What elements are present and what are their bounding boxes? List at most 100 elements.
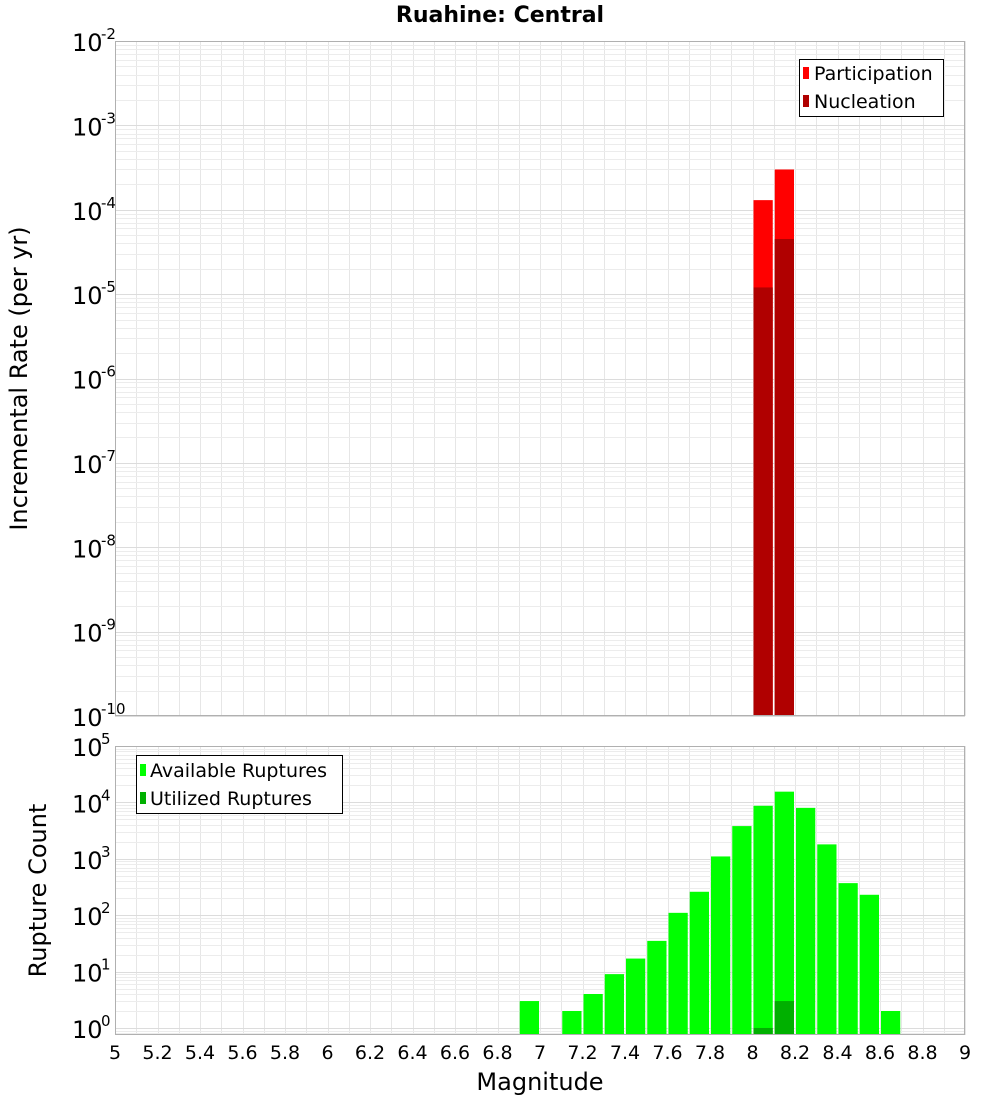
y-tick-label: 10-7 [72, 447, 116, 479]
y-axis-title: Incremental Rate (per yr) [5, 226, 33, 530]
y-tick-label: 104 [72, 786, 111, 818]
legend-label: Available Ruptures [150, 760, 327, 782]
legend-box [136, 755, 343, 814]
y-tick-label: 10-4 [72, 194, 116, 226]
legend-swatch [140, 764, 146, 776]
grid-lines [115, 41, 966, 717]
y-tick-exponent: -7 [101, 447, 116, 465]
x-tick-label: 8.2 [780, 1042, 810, 1064]
y-tick-label: 10-5 [72, 278, 116, 310]
bar [796, 807, 816, 1035]
y-tick-base: 10 [72, 113, 103, 141]
y-tick-exponent: -4 [101, 194, 116, 212]
y-tick-exponent: -3 [101, 109, 116, 127]
y-tick-label: 10-2 [72, 25, 116, 57]
x-tick-label: 6.4 [397, 1042, 427, 1064]
legend-swatch [803, 95, 809, 107]
y-tick-exponent: 0 [101, 1012, 111, 1030]
y-tick-exponent: -10 [101, 700, 126, 718]
x-tick-label: 6.6 [440, 1042, 470, 1064]
y-tick-base: 10 [72, 960, 103, 988]
bar [774, 1001, 794, 1035]
bar [774, 239, 794, 716]
legend: Participation Nucleation [799, 59, 944, 117]
x-tick-label: 7.8 [695, 1042, 725, 1064]
legend-box [799, 59, 944, 117]
rate-panel: 10-210-310-410-510-610-710-810-910-10Inc… [5, 25, 966, 732]
legend-swatch [803, 67, 809, 79]
x-tick-label: 7.6 [652, 1042, 682, 1064]
y-tick-label: 102 [72, 899, 111, 931]
y-tick-label: 10-9 [72, 616, 116, 648]
bar [604, 974, 624, 1035]
bar [668, 912, 688, 1035]
y-tick-exponent: 1 [101, 956, 111, 974]
x-tick-label: 5 [109, 1042, 121, 1064]
y-tick-base: 10 [72, 367, 103, 395]
y-tick-base: 10 [72, 903, 103, 931]
bar [647, 940, 667, 1035]
bar [583, 994, 603, 1035]
legend-swatch [140, 792, 146, 804]
bar [838, 883, 858, 1035]
y-tick-base: 10 [72, 734, 103, 762]
y-tick-base: 10 [72, 451, 103, 479]
bar [881, 1010, 901, 1035]
y-tick-base: 10 [72, 535, 103, 563]
legend: Available Ruptures Utilized Ruptures [136, 755, 343, 814]
bar [817, 844, 837, 1035]
bar [753, 805, 773, 1035]
bar [626, 958, 646, 1035]
plot-frame [115, 746, 965, 1035]
y-tick-exponent: -6 [101, 363, 116, 381]
series-nucleation [753, 239, 794, 716]
bar [774, 791, 794, 1035]
y-tick-base: 10 [72, 847, 103, 875]
x-tick-label: 5.6 [227, 1042, 257, 1064]
y-tick-label: 100 [72, 1012, 111, 1044]
x-tick-label: 6.8 [482, 1042, 512, 1064]
series-available-ruptures [519, 791, 901, 1035]
y-axis-title: Rupture Count [24, 804, 52, 978]
x-tick-label: 8 [746, 1042, 758, 1064]
x-axis: 5 5.2 5.4 5.6 5.8 6 6.2 6.4 6.6 6.8 7 7.2 7.4 7.6 7.8 8… [109, 1042, 971, 1096]
y-tick-base: 10 [72, 1016, 103, 1044]
y-tick-label: 101 [72, 956, 111, 988]
x-tick-label: 8.6 [865, 1042, 895, 1064]
y-tick-exponent: 5 [101, 730, 111, 748]
chart-title: Ruahine: Central [396, 3, 604, 28]
bar [711, 856, 731, 1035]
y-tick-label: 10-6 [72, 363, 116, 395]
y-tick-label: 105 [72, 730, 111, 762]
y-tick-exponent: -8 [101, 531, 116, 549]
x-tick-label: 5.4 [185, 1042, 215, 1064]
x-tick-label: 8.4 [822, 1042, 852, 1064]
legend-label: Utilized Ruptures [150, 788, 312, 810]
y-tick-label: 10-8 [72, 531, 116, 563]
bar [732, 826, 752, 1035]
y-tick-base: 10 [72, 282, 103, 310]
y-tick-base: 10 [72, 198, 103, 226]
y-tick-base: 10 [72, 790, 103, 818]
y-tick-base: 10 [72, 704, 103, 732]
y-tick-exponent: -9 [101, 616, 116, 634]
legend-label: Nucleation [814, 91, 916, 113]
bar [689, 891, 709, 1035]
y-tick-exponent: -2 [101, 25, 116, 43]
y-tick-label: 103 [72, 843, 111, 875]
y-tick-exponent: -5 [101, 278, 116, 296]
plot-frame [115, 41, 965, 716]
bar [562, 1010, 582, 1035]
legend-label: Participation [814, 63, 933, 85]
x-axis-title: Magnitude [476, 1068, 603, 1096]
bar [753, 287, 773, 716]
x-tick-label: 7.2 [567, 1042, 597, 1064]
series-utilized-ruptures [753, 1001, 794, 1035]
bar [753, 1027, 773, 1035]
x-tick-label: 8.8 [907, 1042, 937, 1064]
x-tick-label: 7 [534, 1042, 546, 1064]
x-tick-label: 5.8 [270, 1042, 300, 1064]
y-tick-exponent: 4 [101, 786, 111, 804]
